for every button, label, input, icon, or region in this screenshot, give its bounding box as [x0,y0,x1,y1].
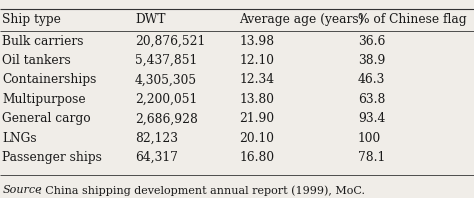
Text: Ship type: Ship type [2,13,61,26]
Text: 21.90: 21.90 [239,112,274,125]
Text: 2,686,928: 2,686,928 [135,112,198,125]
Text: 16.80: 16.80 [239,151,274,164]
Text: 38.9: 38.9 [358,54,385,67]
Text: 63.8: 63.8 [358,93,385,106]
Text: 13.80: 13.80 [239,93,274,106]
Text: 13.98: 13.98 [239,35,274,48]
Text: Average age (years): Average age (years) [239,13,364,26]
Text: LNGs: LNGs [2,132,37,145]
Text: : China shipping development annual report (1999), MoC.: : China shipping development annual repo… [38,185,365,196]
Text: % of Chinese flag: % of Chinese flag [358,13,466,26]
Text: Multipurpose: Multipurpose [2,93,86,106]
Text: 5,437,851: 5,437,851 [135,54,197,67]
Text: 46.3: 46.3 [358,73,385,87]
Text: 100: 100 [358,132,381,145]
Text: 36.6: 36.6 [358,35,385,48]
Text: Passenger ships: Passenger ships [2,151,102,164]
Text: 64,317: 64,317 [135,151,178,164]
Text: 2,200,051: 2,200,051 [135,93,197,106]
Text: Containerships: Containerships [2,73,97,87]
Text: 93.4: 93.4 [358,112,385,125]
Text: 12.34: 12.34 [239,73,274,87]
Text: 12.10: 12.10 [239,54,274,67]
Text: 20,876,521: 20,876,521 [135,35,205,48]
Text: DWT: DWT [135,13,165,26]
Text: Source: Source [2,185,42,195]
Text: 78.1: 78.1 [358,151,385,164]
Text: 4,305,305: 4,305,305 [135,73,197,87]
Text: 82,123: 82,123 [135,132,178,145]
Text: General cargo: General cargo [2,112,91,125]
Text: Bulk carriers: Bulk carriers [2,35,84,48]
Text: Oil tankers: Oil tankers [2,54,71,67]
Text: 20.10: 20.10 [239,132,274,145]
